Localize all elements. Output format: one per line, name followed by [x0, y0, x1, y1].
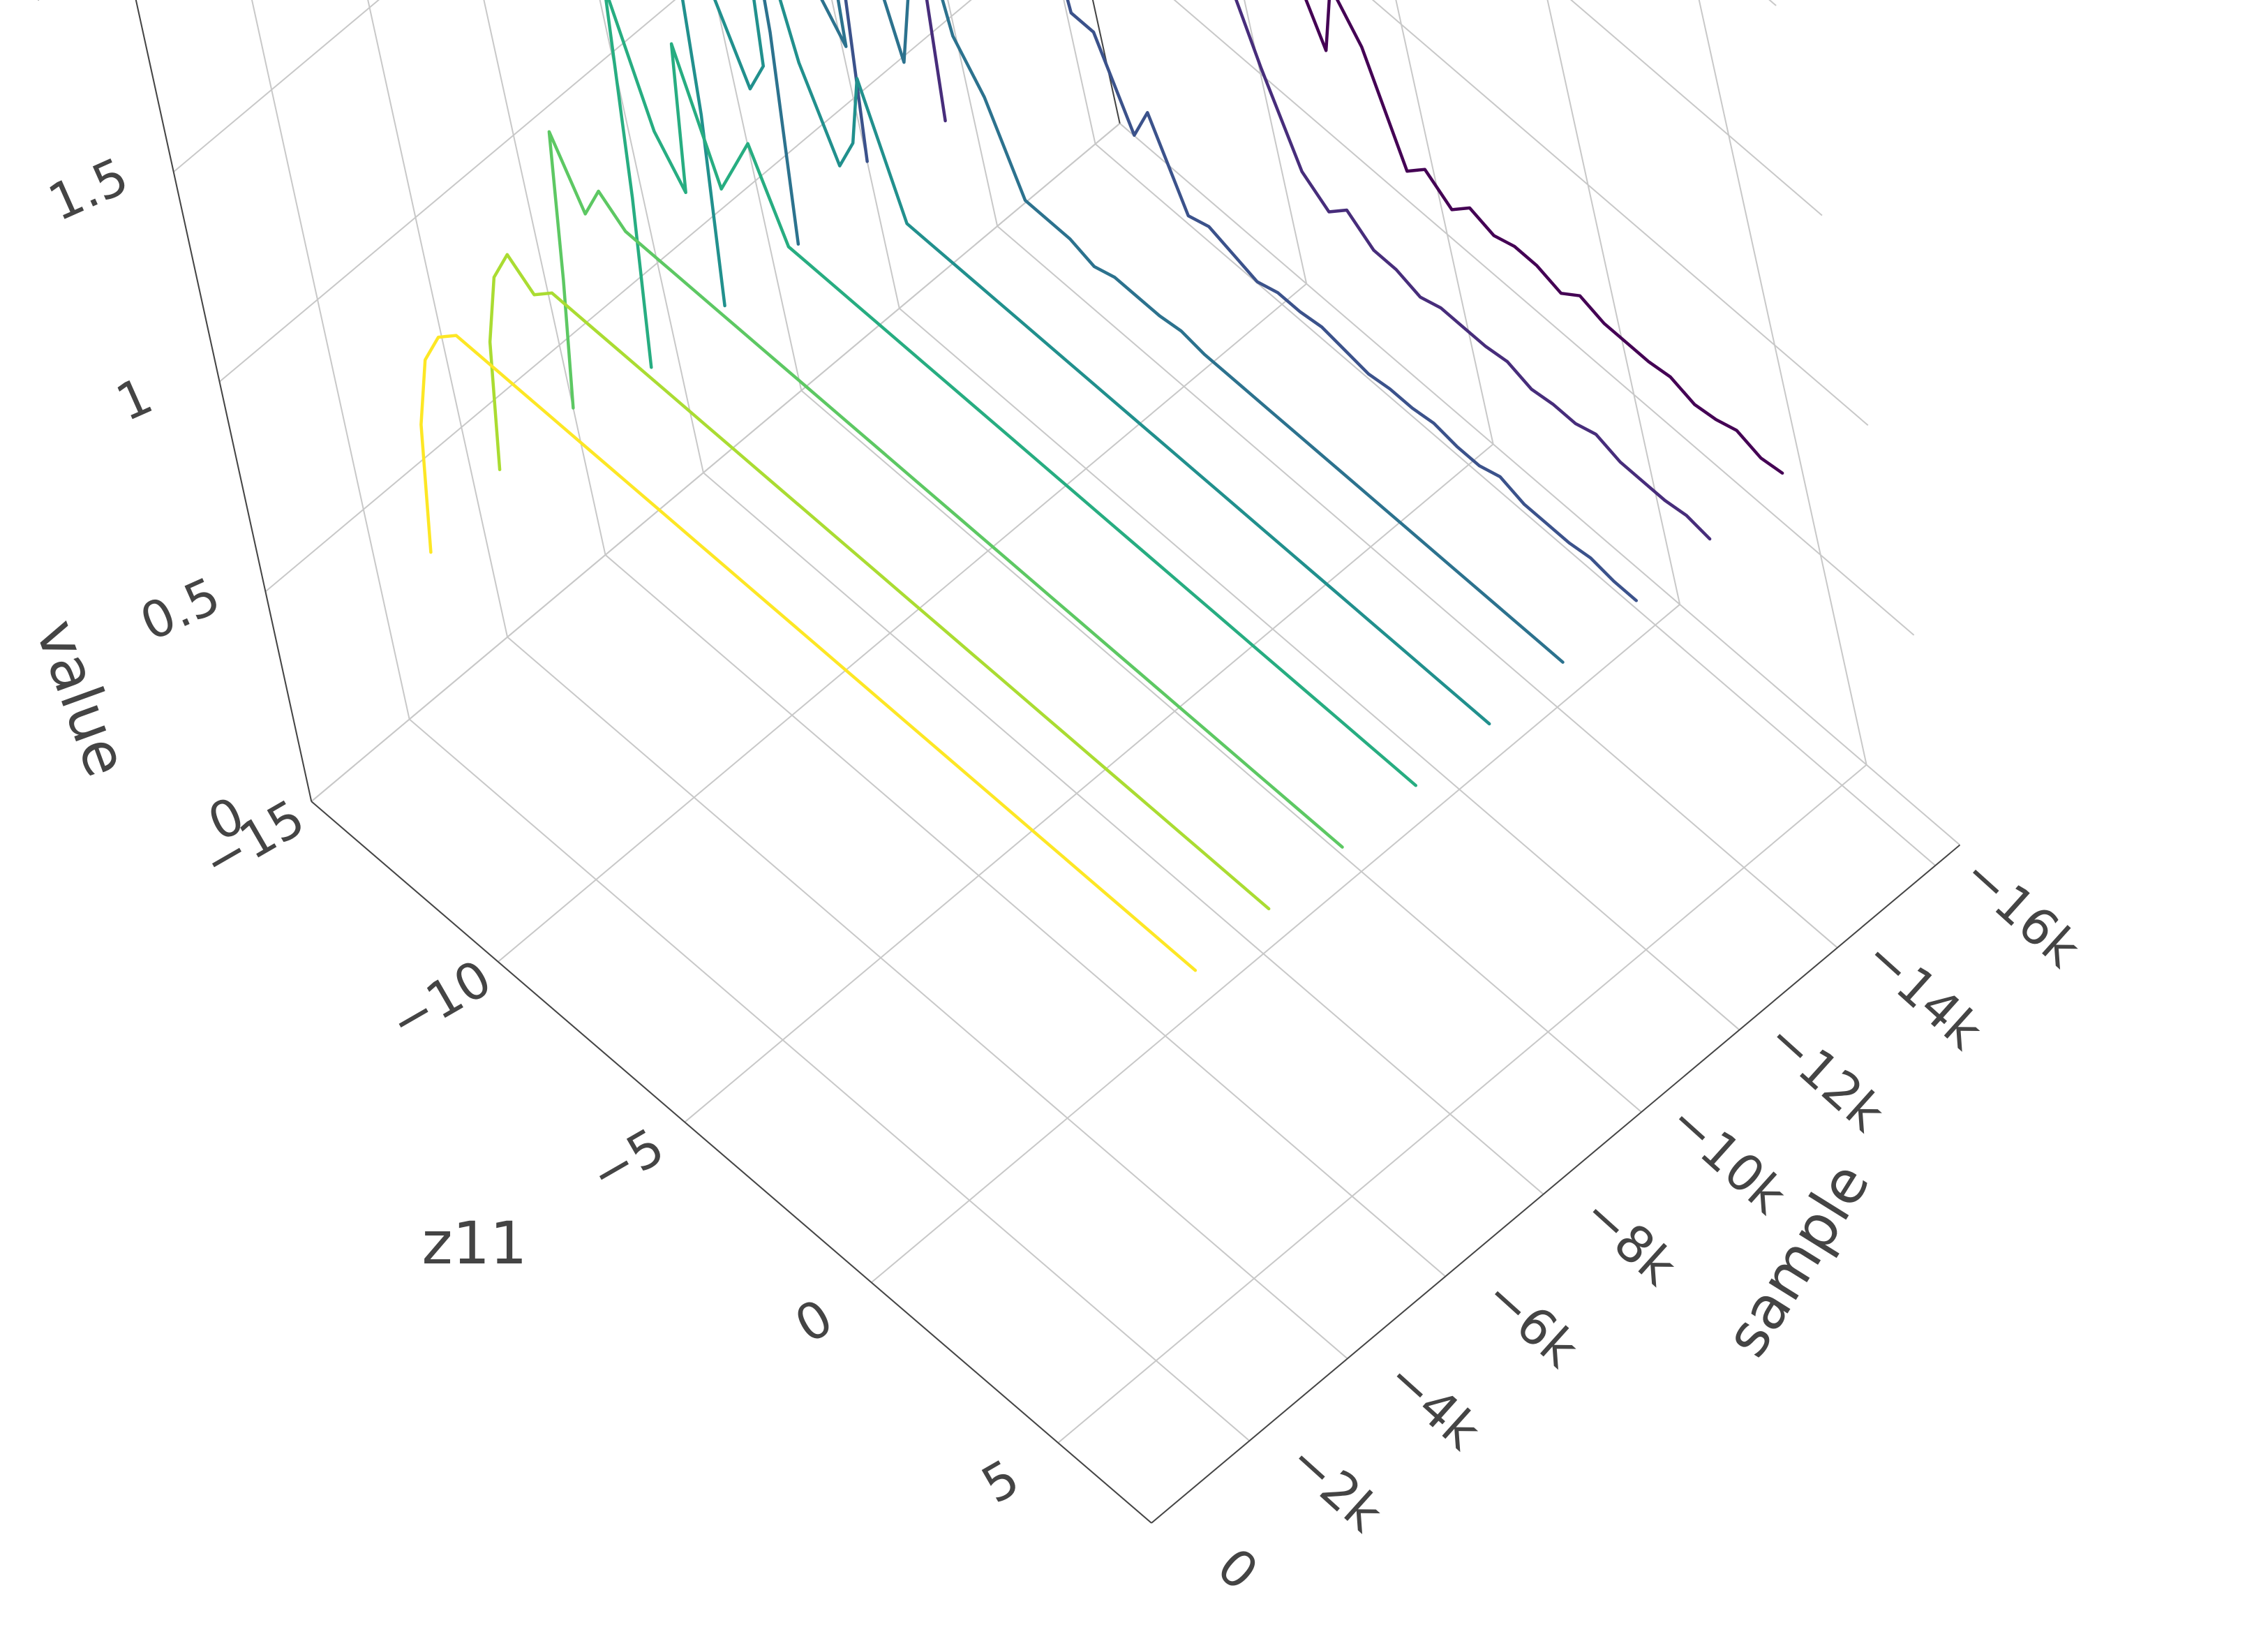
series-line [844, 0, 1639, 602]
sample-tick-label: −6k [1474, 1266, 1590, 1379]
z11-tick-label: −5 [581, 1117, 674, 1205]
floor-grid-line [507, 636, 1348, 1360]
value-tick-label: 1 [107, 366, 161, 432]
side-wall-grid-line [1698, 0, 1867, 765]
floor-grid-line [871, 604, 1680, 1284]
back-wall-grid-line [715, 0, 803, 391]
value-tick-label: 1.5 [40, 147, 137, 232]
sample-tick-label: −14k [1854, 927, 1994, 1061]
traces-layer [419, 0, 1784, 972]
floor-grid-line [498, 283, 1307, 963]
back-wall-grid-line [1063, 0, 1096, 144]
series-line [925, 0, 1712, 541]
floor-grid-line [684, 443, 1494, 1123]
labels-layer: −15−10−5050−2k−4k−6k−8k−10k−12k−14k−16k0… [16, 0, 2092, 1601]
series-line [419, 334, 1198, 972]
value-tick-label: 0.5 [132, 566, 229, 652]
sample-tick-label: −4k [1375, 1349, 1491, 1462]
sample-tick-label: −2k [1278, 1430, 1394, 1543]
back-wall-grid-line [483, 0, 606, 556]
floor-grid-line [800, 389, 1642, 1113]
z11-tick-label: −10 [380, 949, 501, 1053]
series-line [488, 253, 1271, 911]
side-wall-grid-line [1173, 0, 1915, 636]
series-line [763, 0, 1565, 664]
series-line [547, 130, 1344, 849]
floor-grid-line [703, 472, 1544, 1195]
sample-tick-label: −12k [1756, 1009, 1895, 1143]
back-wall-grid-line [311, 123, 1121, 802]
floor-grid-line [899, 307, 1740, 1031]
side-wall-grid-line [1395, 0, 1494, 445]
sample-tick-label: −16k [1952, 845, 2091, 979]
floor-grid-line [997, 225, 1838, 949]
back-wall-grid-line [173, 0, 380, 173]
sample-axis-line [1151, 844, 1961, 1524]
axes-layer [135, 0, 1961, 1524]
sample-tick-label: 0 [1207, 1536, 1269, 1601]
z11-axis-line [311, 801, 1152, 1524]
floor-grid-line [1094, 143, 1936, 866]
side-wall-grid-line [1768, 0, 1777, 6]
side-wall-grid-line [1569, 0, 1823, 216]
side-wall-grid-line [1244, 0, 1308, 284]
back-wall-grid-line [251, 0, 410, 720]
side-wall-grid-line [1371, 0, 1869, 426]
side-wall-grid-line [1119, 123, 1961, 846]
value-axis-line [135, 0, 313, 802]
back-wall-grid-line [599, 0, 704, 473]
sample-tick-label: −10k [1658, 1091, 1798, 1225]
side-wall-grid-line [1546, 0, 1681, 605]
axis-title-value: value [22, 611, 142, 785]
grid-layer [135, 0, 1961, 1524]
series-line [604, 0, 1418, 787]
axis-title-z11: z11 [422, 1209, 528, 1277]
back-wall-grid-line [947, 0, 999, 227]
value-tick-label: 2 [16, 0, 69, 13]
back-wall-grid-line [218, 0, 676, 383]
z11-tick-label: 0 [785, 1288, 842, 1355]
floor-grid-line [409, 718, 1251, 1441]
series-line [1304, 0, 1784, 475]
floor-grid-line [1057, 764, 1867, 1444]
z11-tick-label: 5 [972, 1448, 1029, 1515]
series-line [680, 0, 1491, 726]
floor-grid-line [604, 554, 1446, 1277]
back-wall-grid-line [367, 0, 509, 637]
sample-tick-label: −8k [1572, 1184, 1687, 1297]
back-wall-grid-line [264, 0, 972, 593]
